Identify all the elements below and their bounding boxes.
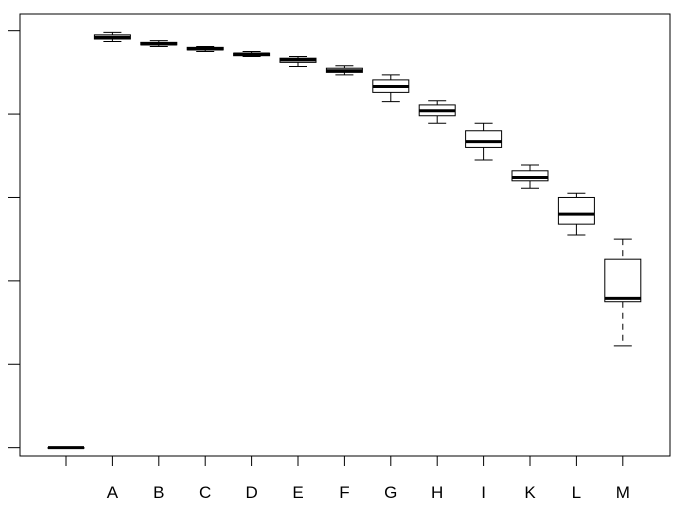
x-tick-label-I: I [481,483,486,502]
x-tick-label-F: F [339,483,349,502]
x-tick-label-M: M [616,483,630,502]
x-tick-label-D: D [245,483,257,502]
box-L [557,196,595,225]
x-tick-label-G: G [384,483,397,502]
x-tick-label-E: E [292,483,303,502]
x-tick-label-H: H [431,483,443,502]
x-tick-label-C: C [199,483,211,502]
plot-frame [19,13,671,457]
x-tick-label-B: B [153,483,164,502]
x-tick-label-K: K [524,483,536,502]
boxes [47,31,642,450]
box-M [604,258,642,303]
box-I [465,130,503,148]
y-axis [8,30,20,449]
x-tick-label-A: A [107,483,119,502]
box-K [511,170,549,182]
x-tick-label-L: L [572,483,581,502]
